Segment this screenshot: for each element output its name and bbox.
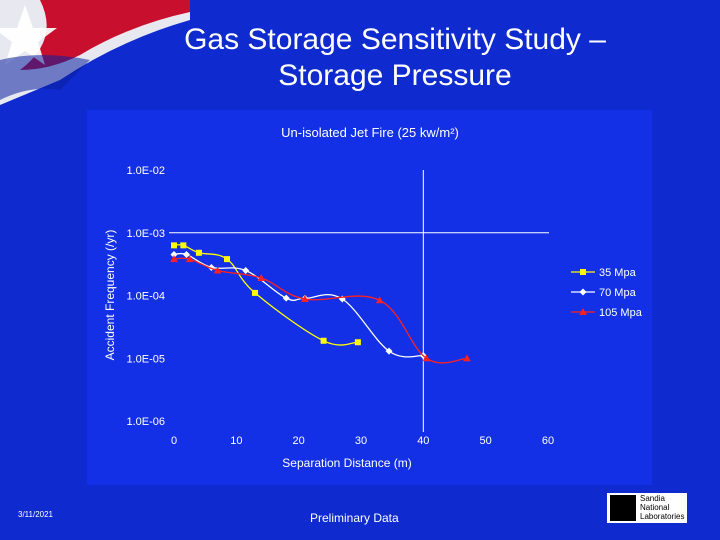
flag-red-stripe [20,0,190,70]
legend-marker-105-mpa [579,308,587,315]
x-tick-label: 50 [480,435,492,447]
data-point-105-mpa [213,266,222,274]
legend-marker-70-mpa [579,288,587,296]
data-point-105-mpa [375,296,384,304]
data-point-70-mpa [182,251,190,259]
sandia-logo: Sandia National Laboratories [607,493,687,523]
data-point-35-mpa [252,289,259,296]
data-point-35-mpa [180,242,187,249]
data-point-70-mpa [282,294,290,302]
data-point-70-mpa [242,267,250,275]
y-tick-label: 1.0E-02 [126,165,165,177]
y-tick-label: 1.0E-04 [126,291,165,303]
data-point-105-mpa [185,255,194,263]
legend-label-105-mpa: 105 Mpa [599,307,643,319]
data-point-105-mpa [257,274,266,282]
chart-title: Un-isolated Jet Fire (25 kw/m²) [281,125,459,140]
series-line-105-mpa [173,257,468,364]
x-tick-label: 40 [417,435,429,447]
x-tick-label: 60 [542,435,554,447]
logo-text: Sandia National Laboratories [640,494,684,521]
logo-text-line-2: National [640,503,670,512]
data-point-105-mpa [170,255,178,263]
x-tick-label: 20 [293,435,305,447]
slide-title: Gas Storage Sensitivity Study – Storage … [160,22,630,94]
logo-text-line-3: Laboratories [640,512,685,521]
slide-title-line-2: Storage Pressure [278,59,512,92]
data-point-70-mpa [170,251,178,259]
data-point-105-mpa [301,294,309,302]
x-axis-label: Separation Distance (m) [282,456,411,470]
x-tick-label: 0 [171,435,177,447]
y-axis-label: Accident Frequency (/yr) [103,230,117,361]
data-point-35-mpa [171,242,177,249]
y-tick-label: 1.0E-05 [126,353,165,365]
logo-text-line-1: Sandia [640,494,665,503]
data-point-70-mpa [207,263,215,271]
preliminary-data-note: Preliminary Data [310,511,399,525]
data-point-35-mpa [195,249,202,256]
chart-panel: Un-isolated Jet Fire (25 kw/m²) 1.0E-02 1.… [87,110,652,485]
data-point-35-mpa [320,337,327,344]
flag-graphic [0,0,190,105]
x-tick-label: 30 [355,435,367,447]
data-point-70-mpa [385,347,393,355]
flag-blue-fold [0,55,90,100]
y-tick-label: 1.0E-06 [126,416,165,428]
data-point-35-mpa [223,256,230,263]
data-point-105-mpa [463,354,471,362]
slide-title-line-1: Gas Storage Sensitivity Study – [184,23,606,56]
legend-label-35-mpa: 35 Mpa [599,267,637,279]
chart-svg: Un-isolated Jet Fire (25 kw/m²) 1.0E-02 1.… [103,125,643,470]
legend-label-70-mpa: 70 Mpa [599,287,637,299]
legend-marker-35-mpa [580,269,586,275]
y-tick-label: 1.0E-03 [126,228,165,240]
data-point-105-mpa [422,354,431,362]
x-tick-label: 10 [230,435,242,447]
sandia-emblem-icon [610,495,636,521]
slide-date: 3/11/2021 [18,510,53,519]
data-point-35-mpa [354,339,361,346]
flag-star-icon [0,5,57,65]
